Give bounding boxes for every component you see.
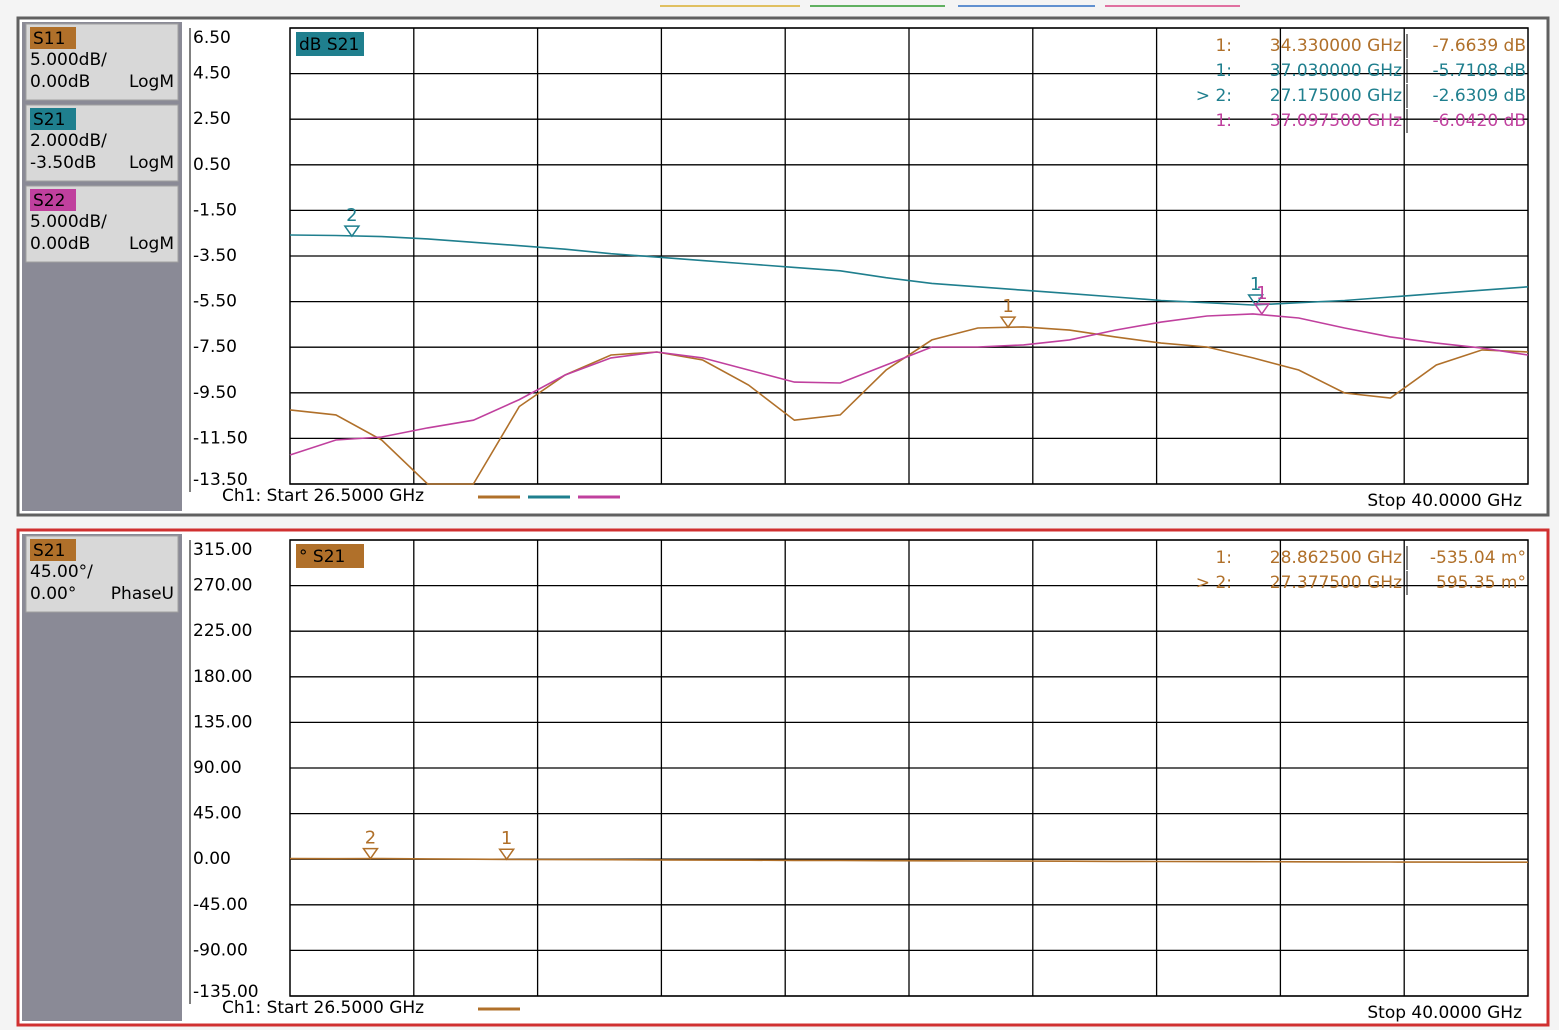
marker-readout: 1:: [1215, 36, 1232, 56]
marker: [999, 316, 1017, 329]
trace-label-bg: [296, 32, 364, 56]
marker-readout: 1:: [1215, 548, 1232, 568]
trace-name-bg: [30, 27, 76, 49]
info-column: [22, 22, 182, 511]
trace-name: S21: [33, 541, 65, 561]
stop-label: Stop 40.0000 GHz: [1367, 1003, 1522, 1023]
marker-readout: > 2:: [1196, 86, 1232, 106]
marker: [1247, 294, 1265, 307]
trace-label-bg: [296, 544, 364, 568]
y-tick-label: 0.00: [193, 849, 231, 869]
marker-readout: -535.04 m°: [1430, 548, 1526, 568]
y-tick-label: -13.50: [193, 470, 248, 490]
marker-label: 2: [365, 828, 376, 849]
y-tick-label: 0.50: [193, 155, 231, 175]
trace: [289, 857, 1528, 863]
marker-label: 1: [1002, 296, 1013, 317]
y-tick-label: -135.00: [193, 982, 259, 1002]
marker-label: 2: [346, 205, 357, 226]
trace-name: S11: [33, 29, 65, 49]
trace-scale: 5.000dB/: [30, 50, 107, 70]
marker-label: 1: [1256, 283, 1267, 304]
marker: [362, 847, 379, 860]
trace-format: LogM: [129, 153, 174, 173]
trace-ref: 0.00dB: [30, 72, 90, 92]
start-label: Ch1: Start 26.5000 GHz: [222, 998, 424, 1018]
trace-scale: 45.00°/: [30, 562, 93, 582]
marker-readout: -5.7108 dB: [1433, 61, 1526, 81]
marker: [498, 848, 516, 861]
trace-scale: 5.000dB/: [30, 212, 107, 232]
y-tick-label: -3.50: [193, 246, 237, 266]
y-tick-label: -1.50: [193, 200, 237, 220]
y-tick-label: -11.50: [193, 428, 248, 448]
y-tick-label: -90.00: [193, 940, 248, 960]
trace-label: dB S21: [299, 35, 359, 55]
start-label: Ch1: Start 26.5000 GHz: [222, 486, 424, 506]
marker-readout: 595.35 m°: [1436, 573, 1526, 593]
y-tick-label: 270.00: [193, 576, 252, 596]
trace-format: LogM: [129, 234, 174, 254]
y-tick-label: 315.00: [193, 540, 252, 560]
marker-readout: 1:: [1215, 61, 1232, 81]
y-tick-label: 2.50: [193, 109, 231, 129]
y-tick-label: 90.00: [193, 758, 242, 778]
marker: [1253, 303, 1271, 316]
trace-format: LogM: [129, 72, 174, 92]
trace-ref: 0.00dB: [30, 234, 90, 254]
y-tick-label: -45.00: [193, 895, 248, 915]
marker-label: 1: [501, 828, 512, 849]
trace-label: ° S21: [299, 547, 345, 567]
marker: [343, 225, 361, 238]
trace-scale: 2.000dB/: [30, 131, 107, 151]
info-column: [22, 534, 182, 1021]
y-tick-label: 135.00: [193, 712, 252, 732]
trace-name: S21: [33, 110, 65, 130]
trace-ref: -3.50dB: [30, 153, 96, 173]
marker-readout: 27.377500 GHz: [1270, 573, 1402, 593]
marker-readout: -7.6639 dB: [1433, 36, 1526, 56]
marker-readout: 34.330000 GHz: [1270, 36, 1402, 56]
stop-label: Stop 40.0000 GHz: [1367, 491, 1522, 511]
marker-label: 1: [1250, 274, 1261, 295]
trace-name-bg: [30, 539, 76, 561]
trace-name-bg: [30, 108, 76, 130]
y-tick-label: 225.00: [193, 621, 252, 641]
trace-name-bg: [30, 189, 76, 211]
y-tick-label: -5.50: [193, 292, 237, 312]
marker-readout: -2.6309 dB: [1433, 86, 1526, 106]
y-tick-label: -9.50: [193, 383, 237, 403]
y-tick-label: 6.50: [193, 28, 231, 48]
y-tick-label: 45.00: [193, 804, 242, 824]
trace: [289, 326, 1529, 485]
marker-readout: > 2:: [1196, 573, 1232, 593]
trace-ref: 0.00°: [30, 584, 76, 604]
marker-readout: 27.175000 GHz: [1270, 86, 1402, 106]
y-tick-label: -7.50: [193, 337, 237, 357]
y-tick-label: 4.50: [193, 64, 231, 84]
trace-name: S22: [33, 191, 65, 211]
marker-readout: 37.030000 GHz: [1270, 61, 1402, 81]
marker-readout: -6.0420 dB: [1433, 111, 1526, 131]
y-tick-label: 180.00: [193, 667, 252, 687]
marker-readout: 37.097500 GHz: [1270, 111, 1402, 131]
trace: [289, 234, 1529, 306]
marker-readout: 1:: [1215, 111, 1232, 131]
marker-readout: 28.862500 GHz: [1270, 548, 1402, 568]
trace-format: PhaseU: [111, 584, 174, 604]
trace: [289, 313, 1529, 456]
